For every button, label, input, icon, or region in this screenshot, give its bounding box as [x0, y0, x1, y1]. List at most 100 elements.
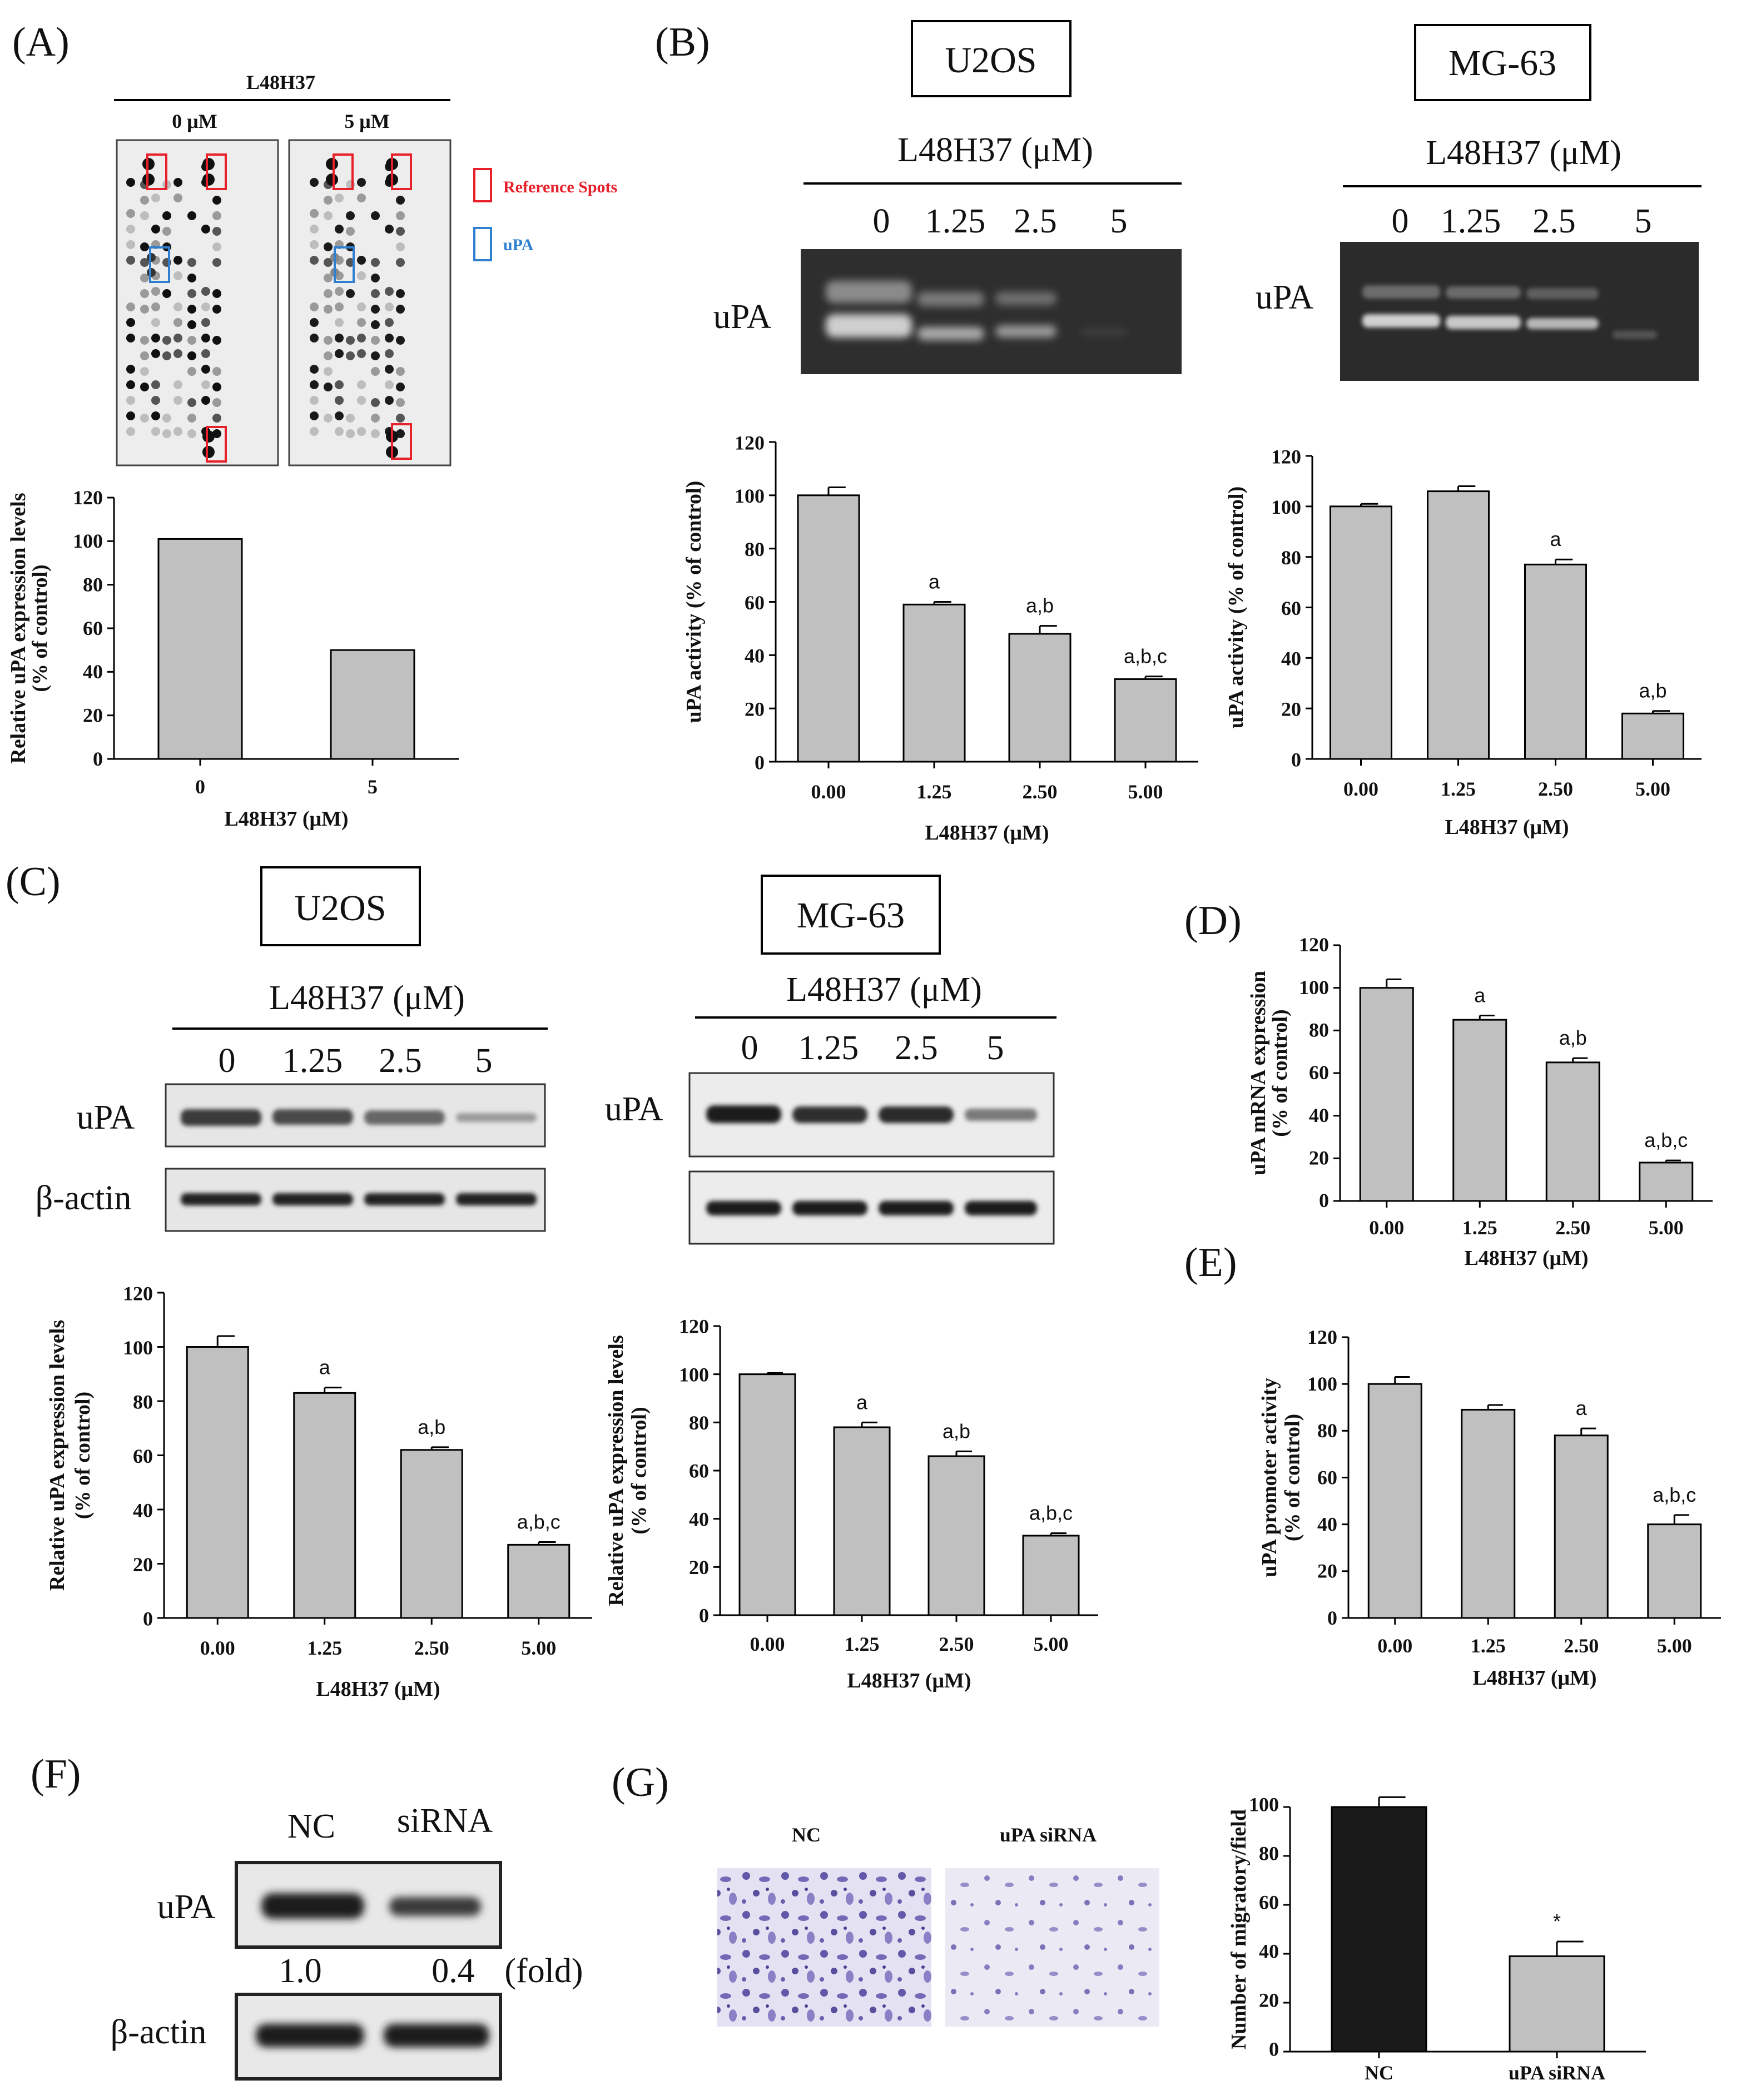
array-spot: [346, 227, 355, 236]
array-spot: [140, 211, 149, 220]
array-spot: [346, 429, 355, 438]
array-spot: [324, 258, 333, 267]
array-spot: [212, 336, 221, 345]
array-spot: [357, 271, 366, 280]
array-spot: [396, 242, 405, 251]
bar: [833, 1426, 891, 1616]
cell-line-box: [911, 20, 1072, 97]
array-spot: [126, 411, 135, 420]
y-tick-label: 100: [1307, 1373, 1337, 1395]
band-label: uPA: [605, 1090, 663, 1128]
chart-d: 0 20 40 60 80 100 120 0.00 a 1.25 a,b 2.50 a,b,c 5.00…: [1247, 934, 1713, 1270]
lane-label: 2.5: [1532, 202, 1576, 240]
array-spot: [140, 242, 149, 251]
array-spot: [126, 240, 135, 249]
y-tick-label: 40: [1281, 648, 1301, 670]
chart-g: 0 20 40 60 80 100 NC * uPA siRNA Number of migrat…: [1227, 1794, 1646, 2084]
array-spot: [151, 427, 160, 436]
lane-label: 0: [219, 1042, 236, 1080]
bar: [1509, 1955, 1605, 2053]
array-spot: [187, 289, 196, 298]
dose-header: L48H37 (μM): [269, 979, 465, 1017]
array-spot: [140, 305, 149, 314]
significance-label: a: [1474, 984, 1486, 1007]
significance-label: a,b,c: [517, 1511, 560, 1533]
chart-c-mg63: 0 20 40 60 80 100 120 0.00 a 1.25 a,b 2.50 a,b,c 5.00…: [604, 1315, 1098, 1692]
array-spot: [162, 336, 171, 345]
array-spot: [126, 256, 135, 265]
array-spot: [126, 302, 135, 311]
array-spot: [346, 414, 355, 423]
array-spot: [212, 227, 221, 236]
x-tick-label: 0.00: [1369, 1217, 1404, 1239]
y-tick-label: 0: [93, 748, 103, 770]
y-tick-label: 80: [745, 538, 765, 560]
x-tick-label: 0.00: [200, 1637, 235, 1659]
array-spot: [140, 367, 149, 376]
array-spot: [201, 396, 210, 405]
array-spot: [151, 396, 160, 405]
lane-label: 5: [987, 1029, 1004, 1067]
array-spot: [385, 380, 394, 389]
upa-box: [334, 246, 355, 283]
array-spot: [126, 427, 135, 436]
array-spot: [324, 336, 333, 345]
array-spot: [140, 414, 149, 423]
y-tick-label: 20: [1281, 698, 1301, 720]
array-spot: [385, 318, 394, 327]
array-spot: [126, 365, 135, 374]
array-spot: [335, 334, 344, 342]
array-spot: [324, 305, 333, 314]
y-tick-label: 100: [123, 1337, 153, 1359]
array-compound-label: L48H37: [246, 71, 315, 93]
bar: [157, 538, 243, 760]
array-spot: [126, 396, 135, 405]
array-spot: [126, 209, 135, 218]
y-tick-label: 80: [133, 1391, 153, 1413]
y-tick-label: 80: [1281, 547, 1301, 569]
array-spot: [396, 398, 405, 407]
array-spot: [310, 209, 319, 218]
array-spot: [346, 289, 355, 298]
y-tick-label: 0: [1269, 2038, 1279, 2061]
array-spot: [371, 351, 380, 360]
y-tick-label: 80: [1259, 1843, 1279, 1865]
array-spot: [201, 318, 210, 327]
array-spot: [357, 256, 366, 265]
bar: [1367, 1383, 1422, 1619]
y-tick-label: 120: [123, 1282, 153, 1304]
array-spot: [396, 429, 405, 438]
bar: [1330, 505, 1392, 760]
array-spot: [396, 211, 405, 220]
lane-label: NC: [287, 1808, 335, 1845]
array-spot: [357, 427, 366, 436]
bar: [1022, 1535, 1080, 1616]
array-spot: [201, 334, 210, 342]
bar: [293, 1392, 356, 1619]
array-spot: [310, 225, 319, 234]
lane-label: 5: [475, 1042, 493, 1080]
cell-line-title: U2OS: [945, 40, 1036, 81]
cell-line-title: MG-63: [1449, 43, 1556, 83]
lane-label: 0: [1392, 202, 1409, 240]
array-spot: [324, 414, 333, 423]
array-spot: [173, 396, 182, 405]
array-spot: [385, 349, 394, 358]
array-spot: [310, 365, 319, 374]
array-spot: [212, 367, 221, 376]
array-spot: [335, 396, 344, 405]
bar: [1427, 490, 1490, 760]
array-spot: [151, 349, 160, 358]
legend-ref-text: Reference Spots: [503, 178, 617, 196]
panel-label-e: (E): [1184, 1240, 1237, 1285]
y-tick-label: 120: [735, 431, 765, 454]
array-spot: [212, 383, 221, 391]
array-spot: [335, 287, 344, 296]
array-spot: [371, 367, 380, 376]
lane-label: 0: [873, 202, 890, 240]
array-spot: [357, 396, 366, 405]
y-axis-label: (% of control): [1268, 1009, 1292, 1136]
array-spot: [324, 367, 333, 376]
y-tick-label: 0: [1319, 1189, 1329, 1212]
panel-f-knockdown: NC siRNA uPA β-actin 1.0 0.4 (fold): [111, 1802, 583, 2081]
